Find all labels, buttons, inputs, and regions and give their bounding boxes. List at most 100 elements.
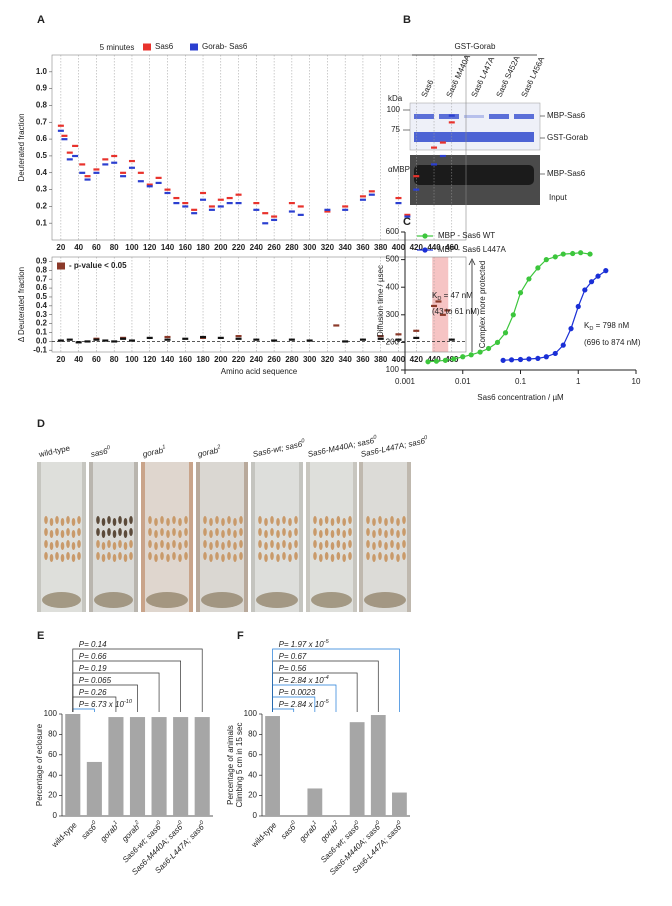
pupa: [209, 530, 213, 538]
pupa: [129, 540, 133, 548]
pupa: [184, 516, 188, 524]
data-point: [200, 191, 207, 195]
legend-label: MBP - Sas6 WT: [438, 231, 495, 240]
data-point: [57, 124, 64, 127]
data-point: [102, 339, 109, 342]
panel-label: A: [37, 14, 45, 26]
data-point: [93, 168, 100, 171]
band-label: GST-Gorab: [547, 133, 588, 142]
data-point: [377, 335, 384, 338]
pupa: [239, 552, 243, 560]
y-tick-label: 400: [386, 282, 400, 291]
bar: [65, 714, 81, 816]
data-point: [57, 129, 64, 132]
x-tick-label: 120: [143, 243, 157, 252]
pupa: [227, 516, 231, 524]
y-tick-label: 0: [253, 811, 258, 820]
data-point: [460, 354, 466, 360]
band-label: MBP-Sas6: [547, 111, 586, 120]
pupa: [209, 542, 213, 550]
x-tick-label: 340: [338, 355, 352, 364]
pupa: [166, 554, 170, 562]
pupa: [221, 554, 225, 562]
data-point: [395, 333, 402, 336]
pupa: [390, 528, 394, 536]
pupa: [264, 554, 268, 562]
data-point: [164, 191, 171, 195]
x-tick-label: 280: [285, 355, 299, 364]
pupa: [227, 552, 231, 560]
data-point: [79, 171, 86, 174]
y-tick-label: 100: [44, 709, 58, 718]
pupa: [203, 516, 207, 524]
pupa: [336, 540, 341, 548]
data-point: [297, 205, 304, 208]
data-point: [173, 202, 180, 205]
blot-header: GST-Gorab: [455, 42, 496, 51]
pupa: [264, 530, 268, 538]
pupa: [71, 542, 76, 550]
band: [414, 114, 434, 119]
pupa: [324, 516, 329, 524]
genotype-label-main: gorab: [197, 446, 219, 459]
panel-label: B: [403, 14, 411, 26]
data-point: [120, 337, 127, 340]
vial-photo: [196, 462, 248, 612]
pupa: [123, 530, 128, 538]
annotation-main: K: [432, 291, 438, 300]
marker-label: 100: [387, 105, 401, 114]
significance-bracket: [272, 648, 400, 712]
pupa: [330, 530, 335, 538]
x-tick-label: 420: [410, 243, 424, 252]
p-value: P= 0.67: [279, 652, 307, 661]
data-point: [588, 279, 595, 285]
x-tick-label-sup: 0: [375, 819, 382, 826]
data-point: [578, 250, 584, 256]
pupa: [112, 518, 117, 526]
x-tick-label: 0.001: [395, 377, 416, 386]
x-tick-label-sup: 1: [312, 820, 318, 826]
data-point: [253, 208, 260, 211]
data-point: [477, 349, 483, 355]
pupa: [172, 540, 176, 548]
data-point: [413, 336, 420, 339]
data-point: [575, 303, 581, 310]
panel-label: F: [237, 630, 244, 642]
genotype-label-sup: 0: [373, 435, 378, 442]
x-tick-label: 20: [56, 243, 65, 252]
pupa: [319, 542, 323, 550]
pupa: [330, 554, 335, 562]
y-tick-label: 80: [248, 730, 257, 739]
data-point: [324, 210, 331, 213]
data-point: [226, 202, 233, 205]
data-point: [468, 352, 474, 358]
data-point: [235, 335, 242, 338]
pupa: [160, 528, 164, 536]
pupa: [203, 552, 207, 560]
x-tick-label: 300: [303, 243, 317, 252]
significance-bracket: [72, 648, 203, 712]
data-point: [66, 338, 73, 341]
x-tick-label-sup: 0: [178, 819, 185, 826]
pupa: [221, 530, 225, 538]
x-tick-label: 80: [110, 355, 119, 364]
data-point: [182, 202, 189, 205]
pupa: [148, 516, 152, 524]
panel-label: D: [37, 418, 45, 430]
data-point: [359, 338, 366, 341]
p-value: P= 0.065: [79, 676, 112, 685]
legend-label: MBP - Sas6 L447A: [438, 245, 507, 254]
pupa: [270, 516, 274, 524]
pupa: [203, 540, 207, 548]
data-point: [173, 196, 180, 200]
marker-label: 75: [391, 125, 400, 134]
pupa: [402, 516, 406, 524]
data-point: [235, 202, 242, 205]
x-tick-label: 360: [356, 355, 370, 364]
data-point: [552, 254, 558, 260]
bar: [108, 717, 124, 816]
pupa: [66, 516, 70, 524]
data-point: [603, 268, 609, 274]
p-value: P= 0.0023: [279, 688, 316, 697]
